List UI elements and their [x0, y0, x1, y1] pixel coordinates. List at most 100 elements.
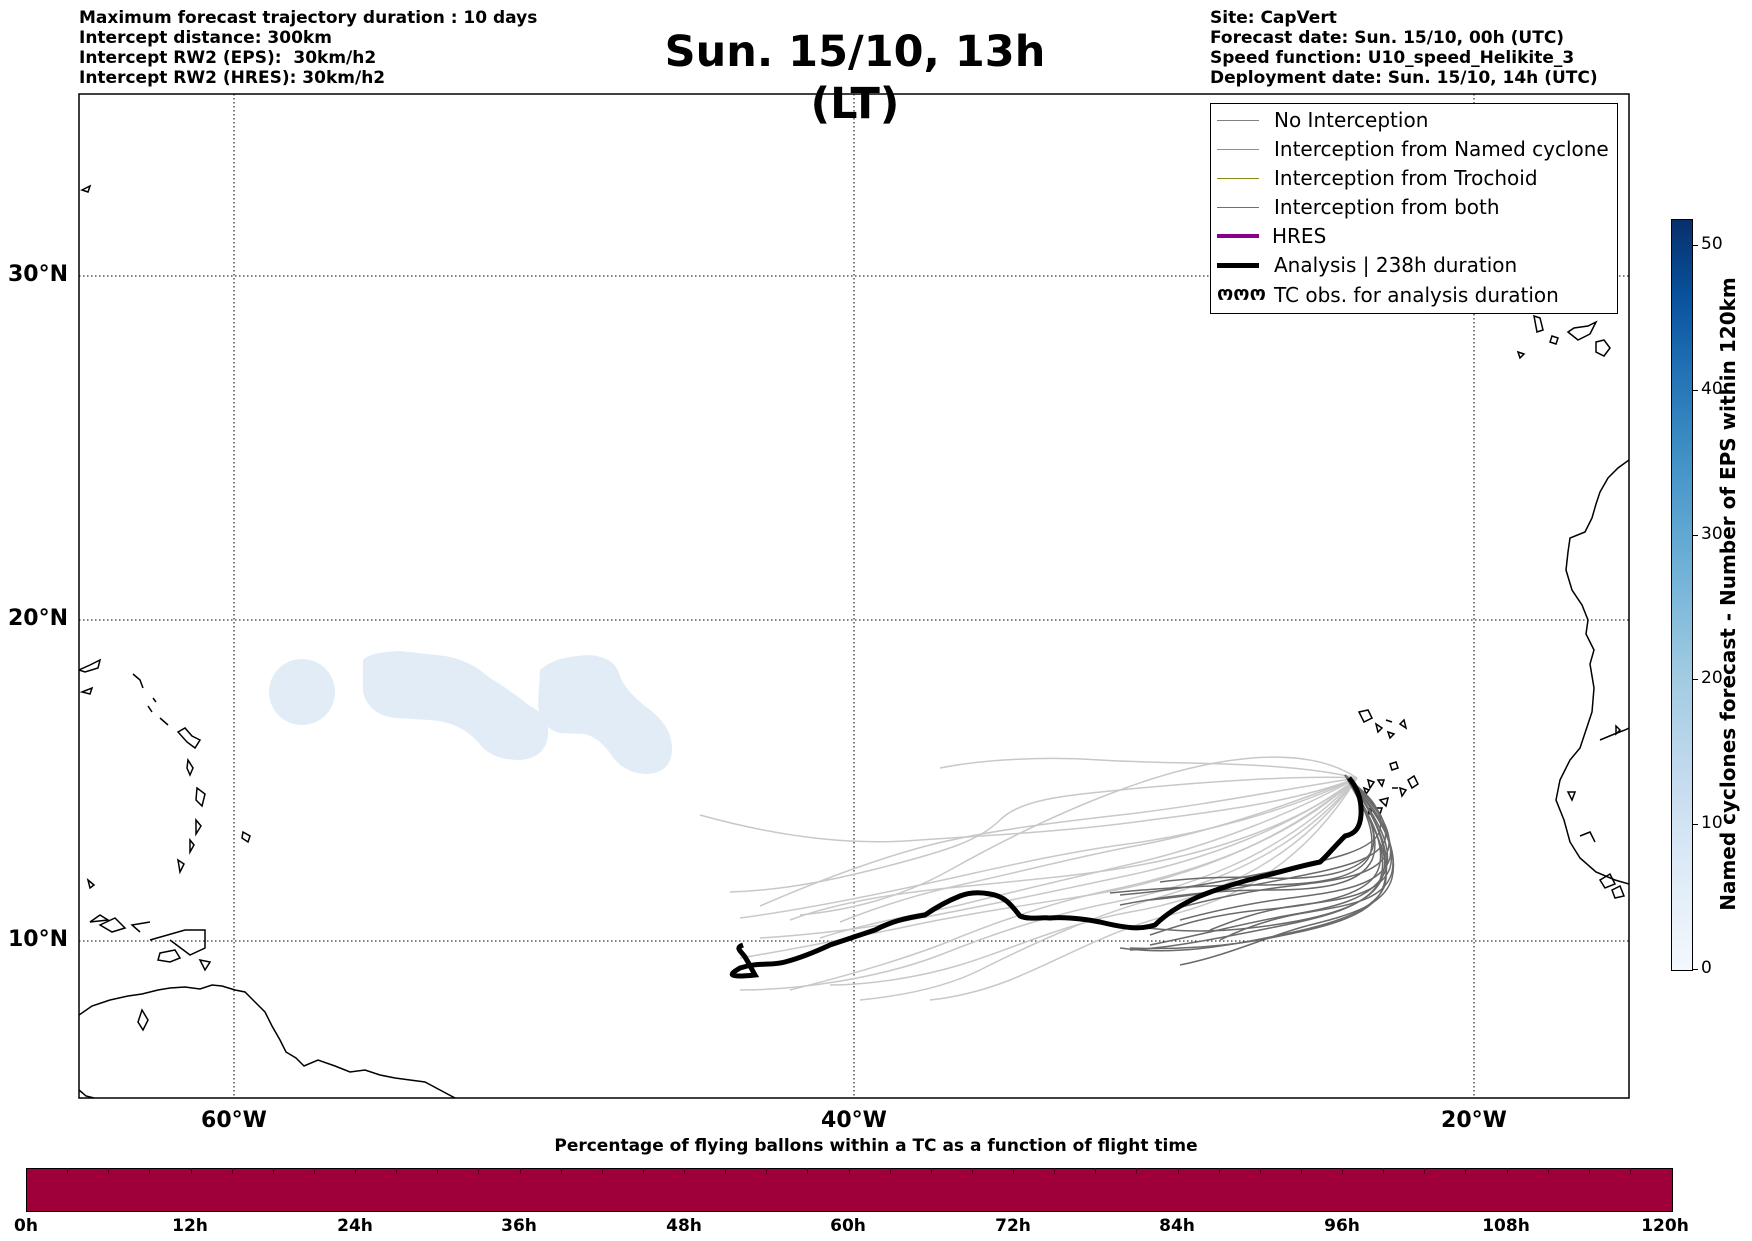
bottom-tick-label: 60h: [830, 1216, 866, 1236]
colorbar-tick-label: 10: [1701, 813, 1723, 833]
bottom-colorbar-tick: [190, 1168, 192, 1174]
bottom-colorbar-tick: [478, 1168, 480, 1174]
eps-trajectories-light: [699, 756, 1358, 1001]
bottom-colorbar-tick: [1465, 1168, 1467, 1174]
colorbar-tick-label: 20: [1701, 668, 1723, 688]
bottom-colorbar-tick: [67, 1168, 69, 1174]
colorbar-tick-mark: [1692, 969, 1698, 970]
legend-entry-named-cyclone: Interception from Named cyclone: [1211, 135, 1617, 164]
bottom-colorbar-tick: [519, 1168, 521, 1174]
flight-time-colorbar: [26, 1168, 1673, 1212]
map-title: Sun. 15/10, 13h (LT): [664, 27, 1046, 129]
bottom-tick-label: 108h: [1482, 1216, 1530, 1236]
colorbar-label: Named cyclones forecast - Number of EPS …: [1716, 277, 1740, 911]
bottom-colorbar-tick: [149, 1168, 151, 1174]
bottom-colorbar-tick: [1424, 1168, 1426, 1174]
bottom-colorbar-tick: [889, 1168, 891, 1174]
intercept-eps-info: Intercept RW2 (EPS): 30km/h2: [79, 48, 377, 68]
legend-entry-hres: HRES: [1211, 222, 1617, 251]
bottom-tick-label: 84h: [1159, 1216, 1195, 1236]
forecast-date-info: Forecast date: Sun. 15/10, 00h (UTC): [1210, 28, 1565, 48]
bottom-colorbar-tick: [560, 1168, 562, 1174]
legend-entry-no-interception: No Interception: [1211, 106, 1617, 135]
colorbar-tick-mark: [1692, 390, 1698, 391]
lat-label-30n: 30°N: [8, 262, 69, 287]
bottom-colorbar-tick: [355, 1168, 356, 1174]
colorbar-tick-label: 50: [1701, 234, 1723, 254]
bottom-colorbar-tick: [1300, 1168, 1302, 1174]
bottom-colorbar-tick: [684, 1168, 685, 1174]
intercept-distance-info: Intercept distance: 300km: [79, 28, 332, 48]
bottom-tick-label: 12h: [172, 1216, 208, 1236]
bottom-colorbar-tick: [1218, 1168, 1220, 1174]
legend-line-named-cyclone: [1217, 149, 1259, 150]
bottom-colorbar-tick: [1383, 1168, 1385, 1174]
legend: No Interception Interception from Named …: [1210, 103, 1618, 314]
intercept-hres-info: Intercept RW2 (HRES): 30km/h2: [79, 68, 386, 88]
legend-entry-trochoid: Interception from Trochoid: [1211, 164, 1617, 193]
bottom-colorbar-tick: [1342, 1168, 1343, 1174]
legend-label: No Interception: [1274, 108, 1429, 132]
bottom-colorbar-tick: [1177, 1168, 1179, 1174]
bottom-colorbar-tick: [1136, 1168, 1138, 1174]
bottom-colorbar-tick: [642, 1168, 644, 1174]
bottom-colorbar-tick: [1259, 1168, 1261, 1174]
colorbar-tick-mark: [1692, 679, 1698, 680]
bottom-colorbar-tick: [396, 1168, 398, 1174]
bottom-colorbar-tick: [601, 1168, 603, 1174]
coastlines: [79, 184, 1629, 1098]
map-frame: [78, 93, 1630, 1099]
analysis-trajectory: [729, 776, 1364, 979]
bottom-colorbar-tick: [108, 1168, 110, 1174]
legend-line-both: [1217, 207, 1259, 208]
legend-label: Interception from Named cyclone: [1274, 137, 1609, 161]
legend-label: HRES: [1272, 224, 1327, 248]
bottom-tick-label: 24h: [337, 1216, 373, 1236]
legend-line-analysis: [1217, 263, 1259, 268]
colorbar-tick-mark: [1692, 824, 1698, 825]
legend-label: Interception from Trochoid: [1274, 166, 1538, 190]
bottom-colorbar-tick: [971, 1168, 973, 1174]
legend-entry-tc-obs: ოოო TC obs. for analysis duration: [1211, 281, 1617, 310]
colorbar-tick-mark: [1692, 245, 1698, 246]
legend-label: Analysis | 238h duration: [1274, 253, 1518, 277]
lon-label-40w: 40°W: [821, 1108, 887, 1133]
tc-symbol-icon: ოოო: [1217, 281, 1266, 305]
bottom-tick-label: 120h: [1641, 1216, 1689, 1236]
bottom-colorbar-tick: [272, 1168, 274, 1174]
speed-function-info: Speed function: U10_speed_Helikite_3: [1210, 48, 1575, 68]
colorbar-tick-label: 40: [1701, 379, 1723, 399]
bottom-colorbar-tick: [1095, 1168, 1097, 1174]
legend-label: TC obs. for analysis duration: [1274, 283, 1559, 307]
bottom-colorbar-tick: [725, 1168, 727, 1174]
bottom-colorbar-tick: [437, 1168, 439, 1174]
trajectory-duration-info: Maximum forecast trajectory duration : 1…: [79, 8, 538, 28]
bottom-tick-label: 96h: [1324, 1216, 1360, 1236]
cyclone-forecast-area: [269, 651, 672, 774]
bottom-colorbar-tick: [848, 1168, 850, 1174]
bottom-colorbar-tick: [807, 1168, 809, 1174]
eps-trajectories-dark: [1109, 774, 1395, 966]
lat-label-10n: 10°N: [8, 927, 69, 952]
bottom-tick-label: 48h: [666, 1216, 702, 1236]
legend-line-trochoid: [1217, 178, 1259, 179]
bottom-tick-label: 36h: [501, 1216, 537, 1236]
bottom-colorbar-title: Percentage of flying ballons within a TC…: [554, 1136, 1198, 1156]
bottom-colorbar-tick: [1013, 1168, 1014, 1174]
legend-entry-both: Interception from both: [1211, 193, 1617, 222]
bottom-tick-label: 0h: [14, 1216, 38, 1236]
bottom-colorbar-tick: [1506, 1168, 1508, 1174]
gridlines: [79, 94, 1629, 1098]
bottom-colorbar-tick: [1054, 1168, 1056, 1174]
legend-label: Interception from both: [1274, 195, 1500, 219]
bottom-colorbar-tick: [313, 1168, 315, 1174]
deployment-date-info: Deployment date: Sun. 15/10, 14h (UTC): [1210, 68, 1598, 88]
colorbar-tick-label: 30: [1701, 524, 1723, 544]
bottom-colorbar-tick: [930, 1168, 932, 1174]
lon-label-60w: 60°W: [201, 1108, 267, 1133]
lat-label-20n: 20°N: [8, 606, 69, 631]
bottom-colorbar-tick: [1547, 1168, 1549, 1174]
colorbar-tick-label: 0: [1701, 958, 1712, 978]
legend-entry-analysis: Analysis | 238h duration: [1211, 251, 1617, 280]
